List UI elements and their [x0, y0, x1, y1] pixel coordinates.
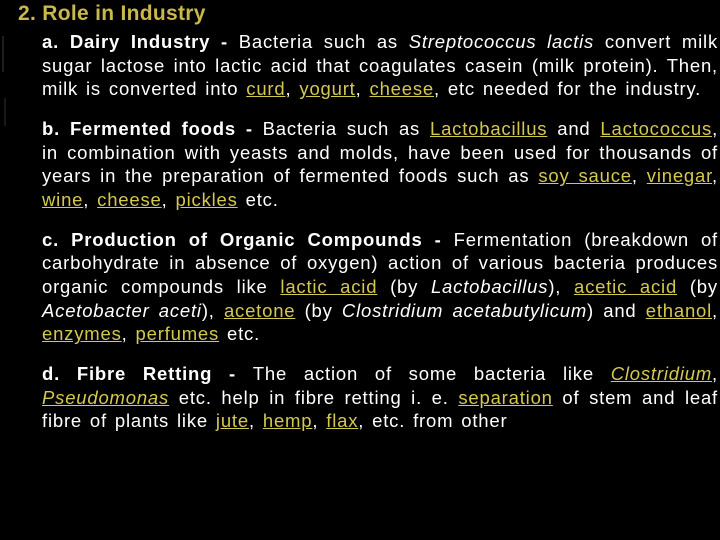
section-b: b. Fermented foods - Bacteria such as La… — [42, 117, 718, 212]
section-a: a. Dairy Industry - Bacteria such as Str… — [42, 30, 718, 101]
section-c: c. Production of Organic Compounds - Fer… — [42, 228, 718, 346]
slide: 2. Role in Industry a. Dairy Industry - … — [0, 0, 720, 540]
content-area: a. Dairy Industry - Bacteria such as Str… — [0, 26, 720, 433]
slide-title: 2. Role in Industry — [0, 0, 720, 26]
section-d: d. Fibre Retting - The action of some ba… — [42, 362, 718, 433]
